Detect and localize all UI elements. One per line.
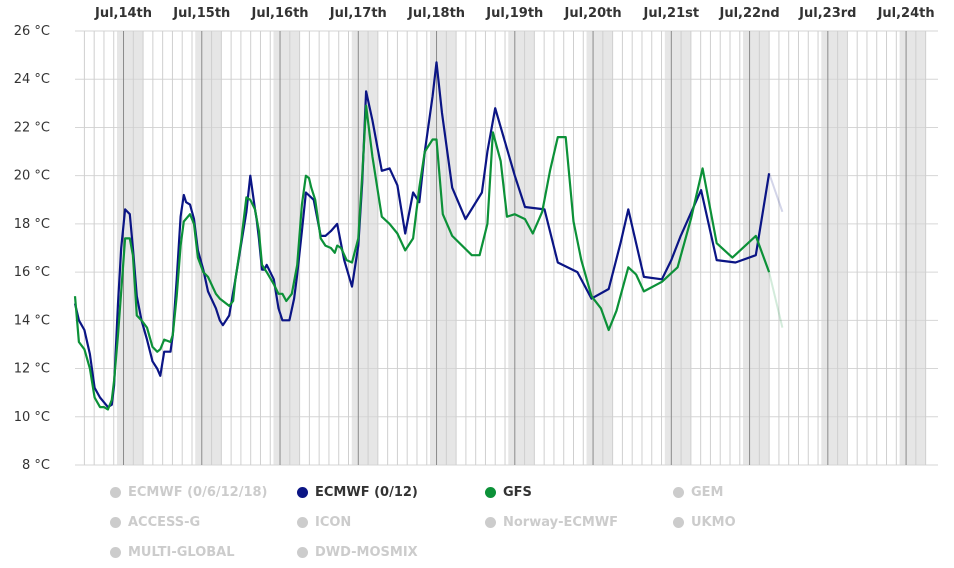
legend-item[interactable]: DWD-MOSMIX bbox=[297, 545, 418, 560]
legend-item[interactable]: Norway-ECMWF bbox=[485, 515, 618, 530]
legend-label: ECMWF (0/6/12/18) bbox=[128, 485, 268, 500]
legend-label: ECMWF (0/12) bbox=[315, 485, 418, 500]
night-band bbox=[586, 31, 613, 465]
x-tick-label: Jul,22nd bbox=[719, 6, 780, 21]
night-band bbox=[273, 31, 300, 465]
legend-dot-icon bbox=[485, 517, 496, 528]
legend-dot-icon bbox=[297, 487, 308, 498]
legend-dot-icon bbox=[297, 517, 308, 528]
x-tick-label: Jul,16th bbox=[251, 6, 309, 21]
legend-dot-icon bbox=[673, 517, 684, 528]
y-tick-label: 10 °C bbox=[14, 410, 50, 425]
y-tick-label: 12 °C bbox=[14, 362, 50, 377]
legend-dot-icon bbox=[673, 487, 684, 498]
series-line bbox=[73, 104, 771, 411]
x-tick-label: Jul,21st bbox=[643, 6, 700, 21]
y-tick-label: 26 °C bbox=[14, 24, 50, 39]
x-tick-label: Jul,20th bbox=[564, 6, 622, 21]
legend-label: UKMO bbox=[691, 515, 736, 530]
y-axis-labels: 8 °C 10 °C 12 °C 14 °C 16 °C 18 °C 20 °C 22 °C 2… bbox=[14, 24, 50, 473]
legend-label: GEM bbox=[691, 485, 724, 500]
legend-label: ICON bbox=[315, 515, 352, 530]
x-axis-labels: Jul,14th Jul,15th Jul,16th Jul,17th Jul,18th… bbox=[94, 6, 935, 21]
legend-dot-icon bbox=[110, 487, 121, 498]
x-tick-label: Jul,23rd bbox=[798, 6, 856, 21]
series-line bbox=[73, 61, 771, 409]
night-bands bbox=[116, 31, 926, 465]
night-band bbox=[508, 31, 535, 465]
legend-item[interactable]: GEM bbox=[673, 485, 724, 500]
x-tick-label: Jul,24th bbox=[877, 6, 935, 21]
legend-item[interactable]: ACCESS-G bbox=[110, 515, 200, 530]
night-band bbox=[821, 31, 848, 465]
y-tick-label: 14 °C bbox=[14, 313, 50, 328]
legend-label: MULTI-GLOBAL bbox=[128, 545, 235, 560]
x-tick-label: Jul,18th bbox=[407, 6, 465, 21]
y-tick-label: 8 °C bbox=[22, 458, 50, 473]
night-band bbox=[195, 31, 222, 465]
x-tick-label: Jul,14th bbox=[94, 6, 152, 21]
series-line-faded bbox=[768, 172, 784, 213]
legend-label: Norway-ECMWF bbox=[503, 515, 619, 530]
legend-dot-icon bbox=[485, 487, 496, 498]
legend-item[interactable]: MULTI-GLOBAL bbox=[110, 545, 235, 560]
night-band bbox=[664, 31, 691, 465]
legend-item[interactable]: ICON bbox=[297, 515, 351, 530]
y-tick-label: 16 °C bbox=[14, 265, 50, 280]
legend-label: GFS bbox=[503, 485, 532, 500]
y-tick-label: 22 °C bbox=[14, 120, 50, 135]
x-tick-label: Jul,15th bbox=[172, 6, 230, 21]
legend-dot-icon bbox=[110, 517, 121, 528]
legend-dot-icon bbox=[110, 547, 121, 558]
y-tick-label: 18 °C bbox=[14, 217, 50, 232]
y-tick-label: 20 °C bbox=[14, 169, 50, 184]
legend-item[interactable]: GFS bbox=[485, 485, 532, 500]
legend-item[interactable]: ECMWF (0/12) bbox=[297, 485, 418, 500]
series-line-faded bbox=[768, 271, 784, 328]
legend-label: DWD-MOSMIX bbox=[315, 545, 418, 560]
y-tick-label: 24 °C bbox=[14, 72, 50, 87]
x-tick-label: Jul,17th bbox=[329, 6, 387, 21]
night-band bbox=[899, 31, 926, 465]
x-tick-label: Jul,19th bbox=[485, 6, 543, 21]
legend-item[interactable]: ECMWF (0/6/12/18) bbox=[110, 485, 268, 500]
legend-dot-icon bbox=[297, 547, 308, 558]
legend-label: ACCESS-G bbox=[128, 515, 201, 530]
series-lines bbox=[73, 61, 784, 411]
legend-item[interactable]: UKMO bbox=[673, 515, 736, 530]
night-band bbox=[430, 31, 457, 465]
